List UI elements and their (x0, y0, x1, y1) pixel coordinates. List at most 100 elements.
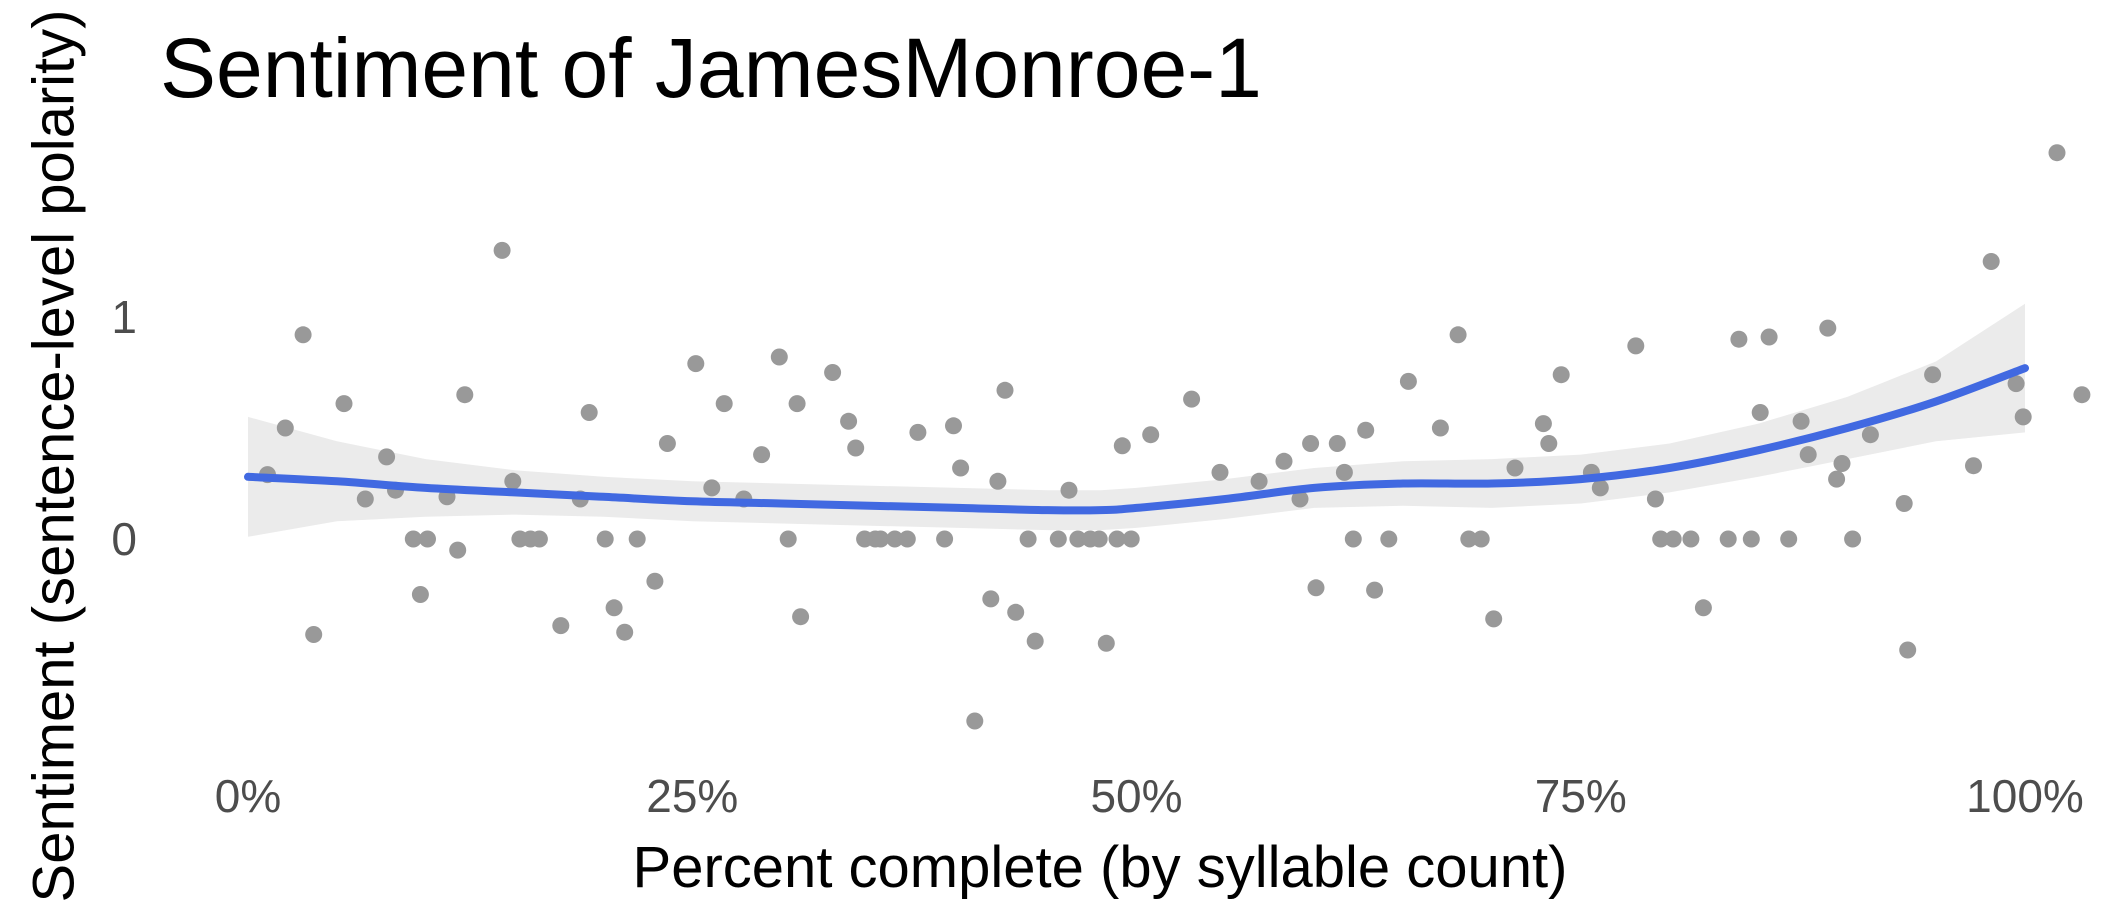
data-point (2014, 408, 2032, 426)
data-point (788, 395, 806, 413)
data-point (1627, 337, 1645, 355)
x-tick-label: 75% (1535, 770, 1627, 822)
data-point (1380, 530, 1398, 548)
data-point (936, 530, 954, 548)
data-point (1780, 530, 1798, 548)
x-tick-label: 50% (1090, 770, 1182, 822)
data-point (989, 472, 1007, 490)
data-point (1328, 435, 1346, 452)
data-point (1049, 530, 1067, 548)
data-point (824, 364, 842, 381)
data-point (1399, 372, 1417, 390)
data-point (753, 446, 771, 464)
y-tick-label: 0 (111, 513, 137, 565)
data-point (966, 712, 984, 730)
data-point (411, 586, 429, 603)
data-point (1366, 581, 1384, 599)
data-point (1506, 459, 1524, 477)
data-point (1742, 530, 1760, 548)
data-point (1982, 253, 2000, 270)
data-point (1895, 495, 1913, 512)
data-point (1302, 435, 1320, 452)
data-point (886, 530, 904, 548)
data-point (1819, 319, 1837, 337)
data-point (1682, 530, 1700, 548)
data-point (715, 395, 733, 413)
y-tick-label: 1 (111, 291, 137, 343)
data-point (1534, 415, 1552, 433)
data-point (596, 530, 614, 548)
data-point (1751, 404, 1769, 421)
data-point (493, 241, 511, 259)
data-point (1183, 390, 1201, 408)
data-point (1485, 610, 1503, 628)
smooth-line-layer (244, 364, 2029, 515)
data-point (1792, 412, 1810, 430)
data-point (456, 386, 474, 404)
data-point (276, 419, 294, 437)
data-point (703, 479, 721, 497)
data-point (996, 381, 1014, 399)
x-tick-label: 0% (215, 770, 281, 822)
data-point (1060, 481, 1078, 499)
data-point (530, 530, 548, 548)
data-point (1861, 426, 1879, 444)
x-tick-label: 25% (646, 770, 738, 822)
data-point (1719, 530, 1737, 548)
data-point (552, 617, 570, 635)
data-point (1019, 530, 1037, 548)
data-point (982, 590, 1000, 608)
data-point (2048, 144, 2066, 162)
data-point (909, 423, 927, 441)
data-point (2007, 375, 2025, 393)
data-point (616, 623, 634, 641)
data-point (1646, 490, 1664, 508)
data-point (1449, 326, 1467, 344)
data-point (1730, 330, 1748, 348)
data-point (1307, 579, 1325, 597)
data-point (356, 490, 374, 508)
x-axis-title: Percent complete (by syllable count) (633, 835, 1568, 900)
data-point (840, 412, 858, 430)
data-point (1799, 446, 1817, 464)
data-point (658, 435, 676, 452)
data-point (646, 572, 664, 590)
data-point (1357, 421, 1375, 439)
data-point (1142, 426, 1160, 444)
data-point (952, 459, 970, 477)
data-point (1652, 530, 1670, 548)
smooth-trend-line (244, 364, 2029, 515)
data-point (1552, 366, 1570, 384)
data-point (1472, 530, 1490, 548)
y-axis-title: Sentiment (sentence-level polarity) (21, 10, 86, 903)
chart-title: Sentiment of JamesMonroe-1 (160, 21, 1262, 115)
data-point (792, 608, 810, 626)
data-point (1540, 435, 1558, 452)
data-point (378, 448, 396, 466)
data-point (898, 530, 916, 548)
data-point (1664, 530, 1682, 548)
data-point (419, 530, 436, 548)
data-point (1591, 479, 1609, 497)
data-point (945, 417, 962, 435)
data-point (687, 355, 705, 373)
data-point (1335, 463, 1353, 481)
y-tick-labels: 01 (111, 291, 137, 565)
data-point (1833, 455, 1851, 472)
data-point (872, 530, 890, 548)
data-point (1007, 603, 1025, 621)
data-point (1026, 632, 1044, 650)
data-point (1694, 599, 1712, 617)
data-point (2073, 386, 2091, 404)
data-point (1828, 470, 1846, 488)
data-point (1431, 419, 1449, 437)
data-point (628, 530, 646, 548)
data-points-layer (259, 144, 2091, 730)
x-tick-labels: 0% 25% 50% 75% 100% (215, 770, 2084, 822)
data-point (504, 472, 522, 490)
data-point (1069, 530, 1087, 548)
data-point (1344, 530, 1362, 548)
data-point (847, 439, 865, 457)
